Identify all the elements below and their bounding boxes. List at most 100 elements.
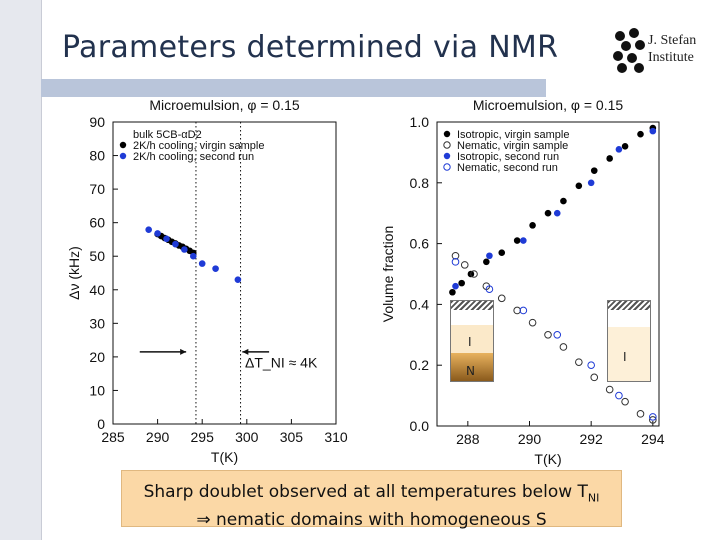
y-tick-label: 0: [97, 416, 105, 432]
data-point: [452, 282, 459, 290]
tube-right-cap: [608, 301, 650, 310]
legend-marker: [443, 152, 451, 160]
data-point: [544, 209, 552, 217]
y-tick-label: 0.4: [410, 296, 430, 312]
data-point: [637, 130, 644, 138]
tube-right-isotropic: [608, 327, 650, 381]
tube-left-isotropic: [451, 325, 493, 353]
data-point: [590, 167, 598, 174]
y-tick-label: 0.8: [410, 175, 430, 191]
data-point: [198, 260, 206, 267]
legend-marker: [443, 130, 451, 138]
data-point: [145, 226, 152, 234]
data-point: [606, 155, 613, 162]
x-tick-label: 310: [324, 429, 348, 445]
tube-left-cap: [451, 301, 493, 310]
data-point: [181, 246, 188, 253]
legend-marker: [119, 152, 127, 160]
data-point: [458, 279, 465, 287]
annotation-label: ΔT_NI ≈ 4K: [245, 355, 318, 371]
data-point: [559, 343, 568, 351]
data-point: [234, 276, 242, 284]
data-point: [154, 230, 161, 237]
plot-frame: [112, 121, 337, 425]
y-axis-label: Δν (kHz): [66, 246, 82, 300]
chart-title: Microemulsion, φ = 0.15: [149, 97, 300, 113]
data-point: [460, 261, 469, 269]
annotation-arrowhead-right: [242, 348, 249, 355]
chart-title: Microemulsion, φ = 0.15: [473, 97, 624, 113]
y-tick-label: 50: [89, 248, 105, 264]
y-tick-label: 80: [89, 148, 105, 164]
y-tick-label: 0.2: [410, 357, 430, 373]
data-point: [513, 306, 521, 315]
legend-label: 2K/h cooling, virgin sample: [133, 140, 264, 152]
data-point: [212, 265, 219, 272]
chart-right-volume-fraction: 288 290 292 294 0.0 0.2 0.4 0.6 0.8 1.0 T(K) Volume…: [380, 97, 665, 467]
data-point: [621, 397, 629, 406]
legend-label: Isotropic, second run: [457, 151, 559, 163]
title-underline-bar: [41, 79, 546, 97]
y-tick-label: 20: [89, 349, 105, 365]
data-point: [605, 385, 614, 394]
x-tick-label: 300: [235, 429, 259, 445]
data-point: [615, 146, 623, 153]
y-tick-label: 60: [89, 215, 105, 231]
data-point: [553, 331, 562, 339]
logo-line2: Institute: [648, 50, 694, 65]
data-point: [520, 237, 527, 244]
left-sidebar-stripe: [0, 0, 42, 540]
x-axis-label: T(K): [211, 449, 238, 465]
data-point: [189, 252, 197, 260]
data-point: [172, 240, 179, 248]
x-tick-label: 294: [641, 431, 665, 447]
x-tick-label: 285: [101, 429, 125, 445]
legend-marker: [443, 163, 451, 171]
institute-logo-text: J. Stefan Institute: [648, 32, 696, 66]
tube-right: [607, 300, 651, 382]
data-point: [449, 288, 456, 296]
data-point: [528, 318, 537, 327]
x-axis-label: T(K): [534, 451, 561, 467]
y-tick-label: 90: [89, 114, 105, 130]
data-point: [649, 413, 657, 421]
legend-label: 2K/h cooling, second run: [133, 151, 254, 163]
tube-left-top-label: I: [468, 335, 472, 349]
legend-marker: [443, 141, 451, 149]
data-point: [470, 270, 478, 278]
caption-line1: Sharp doublet observed at all temperatur…: [122, 481, 621, 509]
data-point: [553, 209, 561, 217]
molecule-dots-icon: [613, 28, 645, 73]
legend-label: Nematic, virgin sample: [457, 140, 568, 152]
tube-left-nematic: [451, 353, 493, 381]
data-point: [575, 182, 583, 190]
y-tick-label: 1.0: [410, 114, 430, 130]
page-title: Parameters determined via NMR: [62, 30, 559, 65]
chart-left-splitting: 285 290 295 300 305 310 0 10 20 30 40 50 60 70 80 90 T(K…: [66, 97, 348, 465]
tube-right-label: I: [623, 350, 627, 364]
y-tick-label: 0.6: [410, 236, 430, 252]
caption-line1-text: Sharp doublet observed at all temperatur…: [143, 482, 588, 502]
data-point: [649, 127, 657, 135]
data-point: [498, 249, 506, 257]
data-point: [544, 331, 552, 339]
x-tick-label: 295: [191, 429, 215, 445]
tube-left: [450, 300, 494, 382]
x-tick-label: 292: [579, 431, 603, 447]
data-point: [519, 306, 528, 315]
data-point: [575, 358, 583, 366]
data-point: [483, 258, 490, 266]
x-tick-label: 305: [280, 429, 304, 445]
data-point: [636, 410, 645, 418]
logo-line1: J. Stefan: [648, 33, 697, 48]
caption-box: Sharp doublet observed at all temperatur…: [121, 470, 622, 530]
y-axis-label: Volume fraction: [380, 226, 396, 323]
data-point: [587, 179, 595, 187]
caption-line2: ⇒ nematic domains with homogeneous S: [196, 510, 547, 531]
data-point: [615, 391, 623, 400]
y-tick-label: 40: [89, 282, 105, 298]
data-point: [621, 143, 629, 150]
annotation-arrowhead-left: [180, 348, 187, 355]
legend-label: bulk 5CB-αD2: [133, 129, 202, 141]
